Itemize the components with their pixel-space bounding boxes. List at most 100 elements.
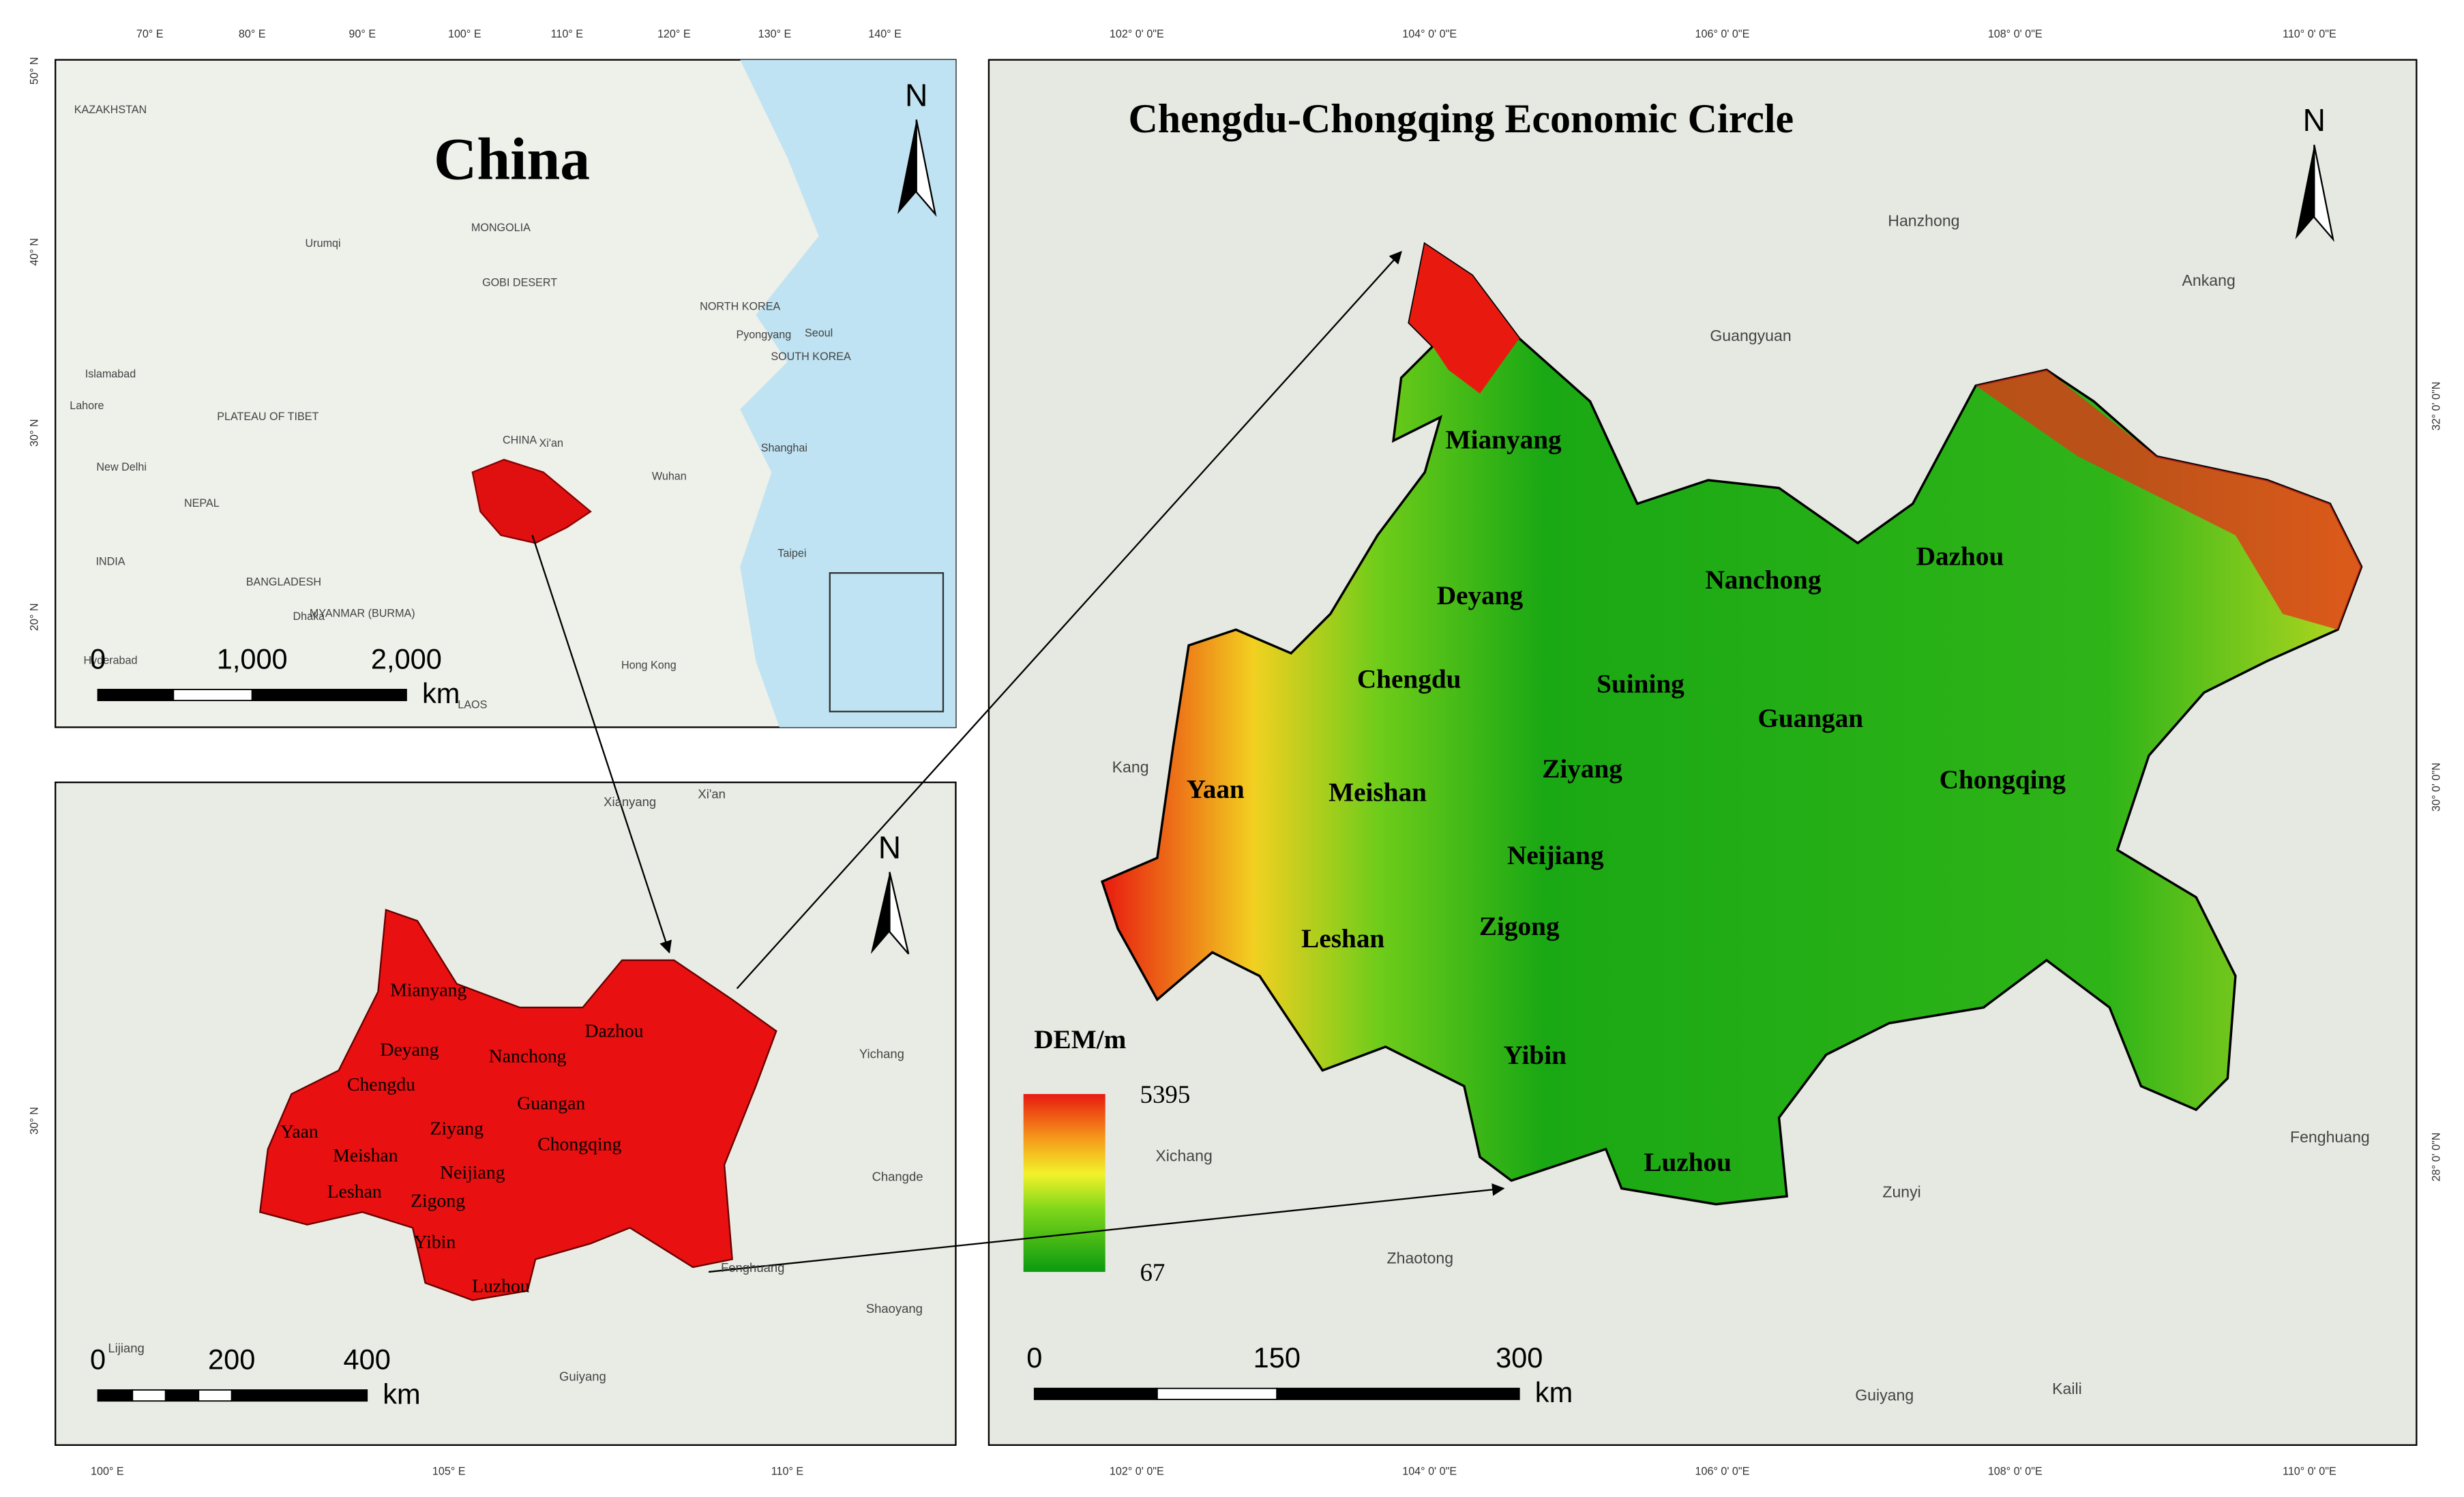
scale-bar [1033,1387,1158,1400]
place-label: Seoul [805,327,833,340]
lon-label: 100° E [91,1465,124,1477]
city-label: Ziyang [1542,754,1622,784]
city-label: Mianyang [390,979,466,1000]
city-label: Chengdu [1357,664,1461,694]
lon-label: 90° E [348,28,376,40]
place-label: Xichang [1155,1147,1212,1165]
city-label: Chongqing [1940,765,2066,795]
scale-unit: km [1535,1376,1573,1408]
title: China [434,125,590,192]
city-label: Neijiang [1507,841,1604,870]
lon-label: 140° E [868,28,902,40]
ocean [740,59,956,728]
lon-label: 104° 0' 0"E [1402,1465,1457,1477]
lon-label: 108° 0' 0"E [1988,1465,2043,1477]
lon-label: 102° 0' 0"E [1110,1465,1164,1477]
place-label: Zhaotong [1387,1249,1454,1267]
place-label: SOUTH KOREA [771,351,851,363]
north-arrow [2313,145,2335,242]
city-label: Luzhou [1644,1148,1732,1177]
place-label: Lijiang [108,1341,144,1355]
city-label: Zigong [1479,912,1560,941]
inset-frame [829,572,945,713]
place-label: Hanzhong [1888,212,1959,230]
city-label: Deyang [380,1039,439,1060]
city-label: Leshan [327,1181,382,1202]
place-label: New Delhi [96,461,147,473]
scale-label: 150 [1253,1342,1301,1374]
scale-bar [164,1389,200,1402]
place-label: Xianyang [604,795,656,809]
north-label: N [878,830,901,865]
place-label: Xi'an [698,786,725,801]
title: Chengdu-Chongqing Economic Circle [1128,96,1794,141]
city-label: Dazhou [1916,542,2004,571]
city-label: Leshan [1301,924,1384,953]
legend-ramp [1023,1094,1105,1272]
lat-label: 50° N [28,57,40,85]
scale-unit: km [383,1378,420,1410]
north-arrow [889,872,910,955]
lat-label: 30° N [28,419,40,447]
lon-label: 110° 0' 0"E [2283,1465,2336,1477]
scale-bar [173,689,253,702]
place-label: PLATEAU OF TIBET [217,411,318,423]
lat-label: 28° 0' 0"N [2431,1133,2443,1182]
terrain-high [1976,370,2362,630]
place-label: Shaoyang [866,1301,923,1316]
place-label: Taipei [777,548,806,560]
city-label: Yibin [414,1231,456,1252]
place-label: Urumqi [306,237,341,250]
place-label: INDIA [95,555,125,567]
place-label: Changde [872,1169,923,1183]
place-label: Guiyang [559,1369,606,1383]
city-label: Luzhou [472,1275,530,1296]
scale-label: 0 [90,1343,106,1375]
legend-max: 5395 [1140,1080,1190,1108]
north-label: N [2303,102,2326,138]
north-arrow [915,119,937,218]
lat-label: 20° N [28,603,40,631]
place-label: CHINA [503,434,537,447]
place-label: LAOS [458,698,487,711]
arrow [708,1183,1505,1273]
scale-bar [251,689,407,702]
legend-title: DEM/m [1034,1025,1126,1054]
arrow [736,250,1402,990]
lon-label: 70° E [136,28,164,40]
place-label: Shanghai [761,442,807,454]
place-label: Islamabad [85,368,136,381]
place-label: Kaili [2052,1380,2082,1397]
place-label: Guangyuan [1710,327,1791,344]
city-label: Mianyang [1446,426,1562,455]
legend-min: 67 [1140,1258,1165,1286]
city-label: Suining [1597,669,1684,698]
place-label: BANGLADESH [246,576,321,588]
place-label: Wuhan [652,471,687,483]
scale-bar [1156,1387,1278,1400]
city-label: Chongqing [537,1133,621,1155]
lon-label: 110° 0' 0"E [2283,28,2336,40]
city-label: Yibin [1504,1041,1567,1070]
lat-label: 30° N [28,1107,40,1135]
lon-label: 105° E [432,1465,466,1477]
china-highlight [471,458,592,544]
lon-label: 104° 0' 0"E [1402,28,1457,40]
place-label: Dhaka [293,610,325,623]
lon-label: 130° E [758,28,792,40]
lon-label: 80° E [239,28,266,40]
terrain-high [1409,243,1519,394]
city-label: Nanchong [1705,565,1821,595]
lon-label: 106° 0' 0"E [1695,28,1750,40]
place-label: NORTH KOREA [700,300,780,312]
place-label: MONGOLIA [471,222,531,234]
scale-label: 400 [344,1343,391,1375]
place-label: NEPAL [184,497,220,509]
scale-label: 2,000 [371,642,442,675]
city-label: Chengdu [347,1073,415,1095]
place-label: Yichang [859,1046,904,1061]
place-label: GOBI DESERT [482,277,557,289]
scale-label: 200 [208,1343,255,1375]
scale-label: 300 [1496,1342,1543,1374]
